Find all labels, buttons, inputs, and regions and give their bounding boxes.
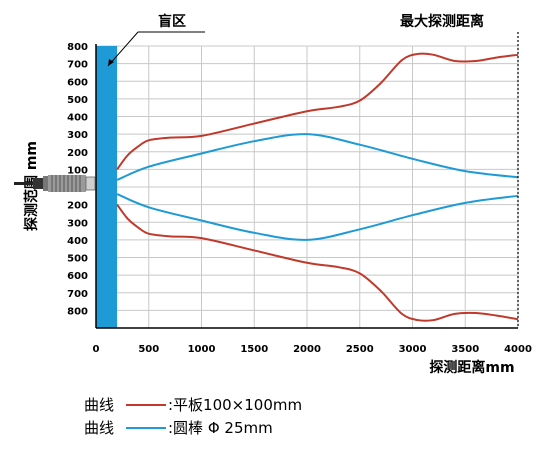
y-tick-label: 100 [67, 165, 88, 176]
x-tick-label: 1000 [188, 344, 216, 355]
sensor-icon [14, 175, 96, 192]
x-tick-label: 2000 [293, 344, 321, 355]
blind-zone [96, 46, 118, 328]
y-tick-label: 300 [67, 218, 88, 229]
y-tick-label: 600 [67, 271, 88, 282]
x-tick-label: 4000 [504, 344, 532, 355]
legend: 曲线 :平板100×100mm 曲线 :圆棒 Φ 25mm [84, 396, 302, 437]
y-tick-label: 500 [67, 95, 88, 106]
y-tick-label: 700 [67, 289, 88, 300]
legend-prefix-flat-plate: 曲线 [84, 396, 114, 414]
max-distance-label: 最大探测距离 [400, 13, 484, 30]
grid [95, 45, 519, 329]
series-line-round-bar-lower [116, 193, 519, 241]
x-tick-label: 0 [93, 344, 100, 355]
x-tick-label: 2500 [346, 344, 374, 355]
y-tick-label: 300 [67, 130, 88, 141]
x-tick-label: 3500 [451, 344, 479, 355]
legend-label-flat-plate: :平板100×100mm [168, 396, 302, 414]
series-line-flat-plate-lower [116, 204, 519, 322]
x-tick-label: 1500 [240, 344, 268, 355]
legend-label-round-bar: :圆棒 Φ 25mm [168, 419, 273, 437]
series-line-flat-plate-upper [116, 52, 519, 170]
blind-zone-pointer-arrow [108, 59, 114, 66]
blind-zone-pointer-line [107, 31, 139, 67]
y-tick-label: 800 [67, 42, 88, 53]
y-axis-title: 探测范围 mm [23, 141, 40, 231]
axes [95, 44, 518, 329]
series-line-round-bar-upper [116, 133, 519, 181]
y-tick-label: 700 [67, 60, 88, 71]
y-tick-label: 600 [67, 77, 88, 88]
series-layer [116, 52, 519, 322]
x-tick-label: 500 [138, 344, 159, 355]
x-axis-title: 探测距离mm [429, 359, 514, 376]
y-tick-label: 400 [67, 113, 88, 124]
y-tick-label: 500 [67, 254, 88, 265]
legend-prefix-round-bar: 曲线 [84, 419, 114, 437]
blind-zone-label: 盲区 [158, 13, 186, 30]
x-tick-label: 3000 [399, 344, 427, 355]
y-tick-label: 800 [67, 306, 88, 317]
x-tick-labels: 0 500 1000 1500 2000 2500 3000 3500 4000 [93, 344, 532, 355]
y-tick-label: 200 [67, 148, 88, 159]
y-tick-label: 200 [67, 201, 88, 212]
y-tick-label: 400 [67, 236, 88, 247]
